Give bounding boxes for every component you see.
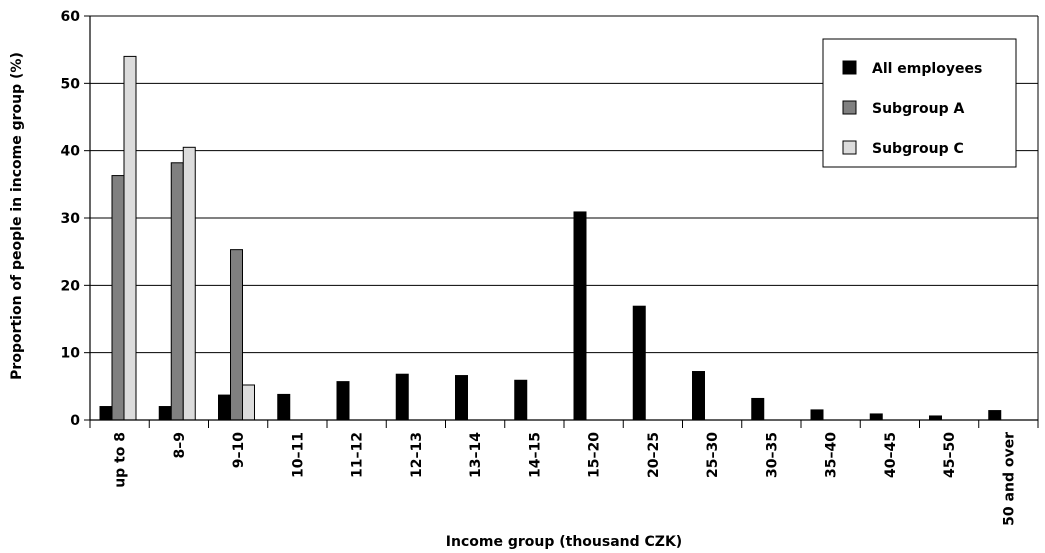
bar-all-employees (514, 379, 528, 421)
x-axis-title: Income group (thousand CZK) (446, 534, 682, 550)
x-tick-labels: up to 8 8–9 9–10 10–11 11–12 12–13 13–14 14–15 1… (113, 432, 1018, 526)
bar-all-employees (810, 409, 824, 421)
bar-all-employees (336, 381, 350, 421)
y-tick-label: 60 (61, 9, 81, 25)
x-tick-label: 25–30 (705, 432, 721, 478)
bar-all-employees (573, 211, 587, 421)
y-tick-label: 40 (61, 144, 81, 160)
legend-label: Subgroup A (872, 101, 964, 117)
legend-label: Subgroup C (872, 141, 964, 157)
bar-all-employees (632, 305, 646, 421)
x-tick-label: 10–11 (290, 432, 306, 478)
x-tick-label: 30–35 (764, 432, 780, 478)
bar-all-employees (395, 373, 409, 421)
x-tick-label: 35–40 (824, 432, 840, 478)
x-tick-label: 40–45 (883, 432, 899, 478)
gridlines (90, 15, 1038, 354)
x-tick-label: 45–50 (942, 432, 958, 478)
bar-all-employees (277, 393, 291, 421)
bar-subgroup-a (170, 162, 184, 421)
x-tick-label: 20–25 (646, 432, 662, 478)
legend-swatch (842, 140, 857, 155)
x-tick-label: 11–12 (350, 432, 366, 478)
x-tick-label: 9–10 (231, 432, 247, 468)
legend: All employees Subgroup A Subgroup C (822, 38, 1017, 168)
bar-all-employees (455, 375, 468, 421)
axes (84, 15, 1039, 428)
x-tick-label: up to 8 (113, 432, 129, 488)
bar-all-employees (158, 406, 172, 421)
bar-all-employees (218, 394, 231, 421)
y-tick-label: 10 (61, 346, 81, 362)
x-tick-label: 12–13 (409, 432, 425, 478)
y-tick-label: 50 (61, 76, 81, 92)
bar-all-employees (692, 371, 705, 421)
x-tick-label: 15–20 (587, 432, 603, 478)
x-tick-label: 8–9 (172, 432, 188, 458)
bar-subgroup-a (230, 249, 243, 421)
bar-subgroup-c (242, 384, 255, 421)
bar-all-employees (929, 415, 942, 421)
bar-subgroup-a (111, 175, 125, 421)
legend-swatch (842, 100, 857, 115)
bars (99, 55, 1002, 421)
x-tick-label: 50 and over (1001, 432, 1017, 526)
legend-swatch (842, 60, 857, 75)
bar-all-employees (988, 410, 1002, 421)
bar-all-employees (869, 413, 883, 421)
bar-subgroup-c (182, 146, 196, 421)
bar-all-employees (99, 406, 113, 421)
y-tick-labels: 0 10 20 30 40 50 60 (61, 9, 81, 429)
y-tick-label: 20 (61, 278, 81, 294)
y-tick-label: 0 (70, 413, 80, 429)
y-tick-label: 30 (61, 211, 81, 227)
bar-subgroup-c (123, 55, 137, 421)
bar-all-employees (751, 397, 765, 421)
x-tick-label: 13–14 (468, 432, 484, 478)
x-tick-label: 14–15 (527, 432, 543, 478)
legend-label: All employees (872, 61, 982, 77)
y-axis-title: Proportion of people in income group (%) (9, 52, 25, 380)
